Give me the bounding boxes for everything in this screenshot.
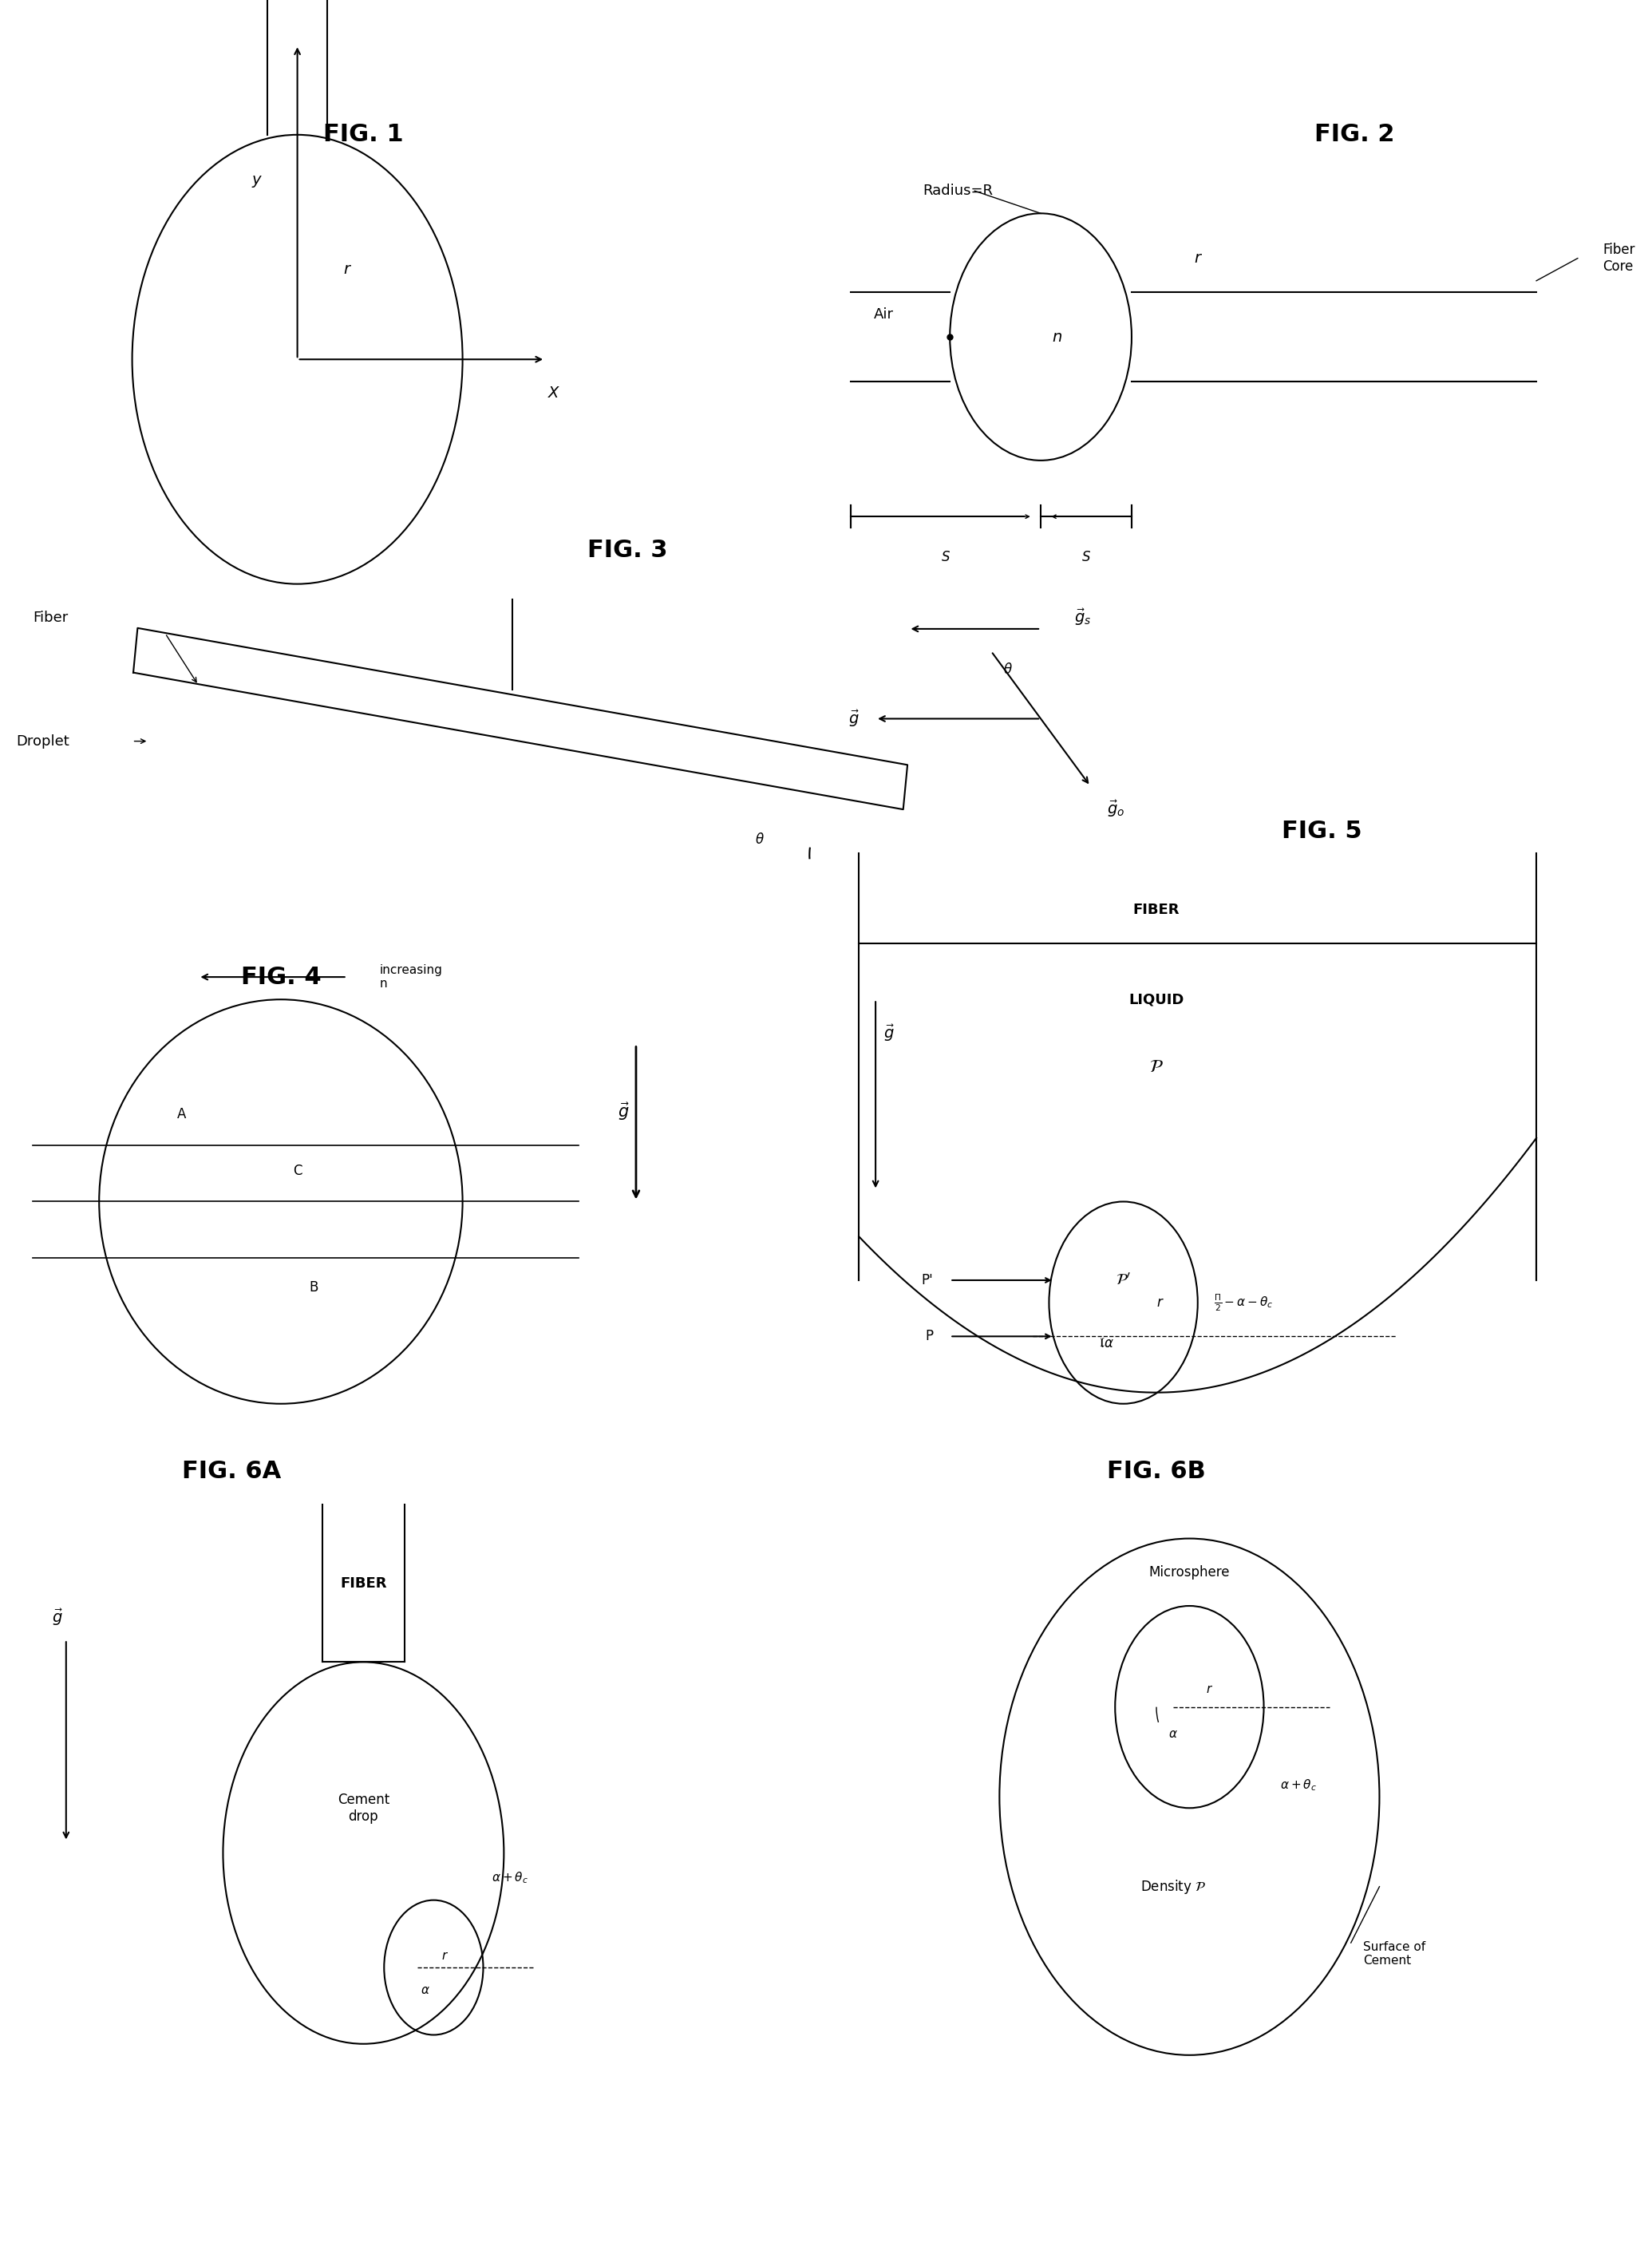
- Text: $\theta$: $\theta$: [1003, 663, 1013, 676]
- Text: Cement
drop: Cement drop: [337, 1792, 390, 1824]
- Text: Droplet: Droplet: [17, 734, 69, 748]
- Polygon shape: [134, 629, 907, 809]
- Text: $\mathcal{P}'$: $\mathcal{P}'$: [1115, 1271, 1132, 1289]
- Text: Fiber
Core: Fiber Core: [1602, 243, 1635, 274]
- Text: n: n: [1052, 330, 1062, 344]
- Text: Surface of
Cement: Surface of Cement: [1363, 1941, 1426, 1967]
- Text: $\vec{g}$: $\vec{g}$: [884, 1024, 895, 1042]
- Text: P: P: [925, 1330, 933, 1343]
- Text: FIBER: FIBER: [1133, 903, 1180, 916]
- Text: $\alpha$: $\alpha$: [421, 1983, 430, 1997]
- Text: S: S: [1082, 550, 1090, 564]
- Text: S: S: [942, 550, 950, 564]
- Text: r: r: [443, 1950, 448, 1963]
- Text: $\mathcal{P}$: $\mathcal{P}$: [1150, 1058, 1163, 1076]
- Text: FIBER: FIBER: [340, 1577, 387, 1590]
- Text: r: r: [1206, 1682, 1211, 1696]
- Text: $\alpha$: $\alpha$: [1168, 1727, 1178, 1741]
- Text: C: C: [292, 1163, 302, 1177]
- Text: LIQUID: LIQUID: [1128, 993, 1184, 1006]
- Text: FIG. 5: FIG. 5: [1282, 820, 1361, 842]
- Text: $\vec{g}$: $\vec{g}$: [847, 710, 859, 728]
- Text: B: B: [309, 1280, 319, 1294]
- Text: $\vec{g}_s$: $\vec{g}_s$: [1074, 609, 1090, 627]
- Text: FIG. 3: FIG. 3: [588, 539, 667, 562]
- Text: $\alpha+\theta_c$: $\alpha+\theta_c$: [492, 1871, 529, 1884]
- Text: Density $\mathcal{P}$: Density $\mathcal{P}$: [1140, 1878, 1206, 1896]
- Text: A: A: [177, 1107, 187, 1121]
- Text: $\vec{g}$: $\vec{g}$: [618, 1101, 629, 1123]
- Text: $\vec{g}_o$: $\vec{g}_o$: [1107, 800, 1125, 818]
- Text: FIG. 6A: FIG. 6A: [182, 1460, 281, 1482]
- Text: r: r: [1194, 252, 1201, 265]
- Text: FIG. 2: FIG. 2: [1315, 124, 1394, 146]
- Text: Fiber: Fiber: [33, 611, 68, 624]
- Text: X: X: [548, 386, 558, 400]
- Text: Microsphere: Microsphere: [1148, 1565, 1231, 1579]
- Text: Radius=R: Radius=R: [923, 184, 993, 198]
- Text: $\vec{g}$: $\vec{g}$: [51, 1608, 63, 1626]
- Text: r: r: [1156, 1296, 1161, 1309]
- Text: $\mathfrak{l}\alpha$: $\mathfrak{l}\alpha$: [1099, 1336, 1115, 1350]
- Text: $\alpha+\theta_c$: $\alpha+\theta_c$: [1280, 1779, 1317, 1792]
- Text: increasing
n: increasing n: [380, 964, 443, 990]
- Text: FIG. 6B: FIG. 6B: [1107, 1460, 1206, 1482]
- Text: y: y: [251, 173, 261, 186]
- Text: $\frac{\Pi}{2}-\alpha-\theta_c$: $\frac{\Pi}{2}-\alpha-\theta_c$: [1214, 1291, 1274, 1314]
- Text: $\theta$: $\theta$: [755, 833, 765, 847]
- Text: P': P': [922, 1273, 933, 1287]
- Text: Air: Air: [874, 308, 894, 321]
- Text: FIG. 1: FIG. 1: [324, 124, 403, 146]
- Text: r: r: [344, 263, 350, 276]
- Text: FIG. 4: FIG. 4: [241, 966, 320, 988]
